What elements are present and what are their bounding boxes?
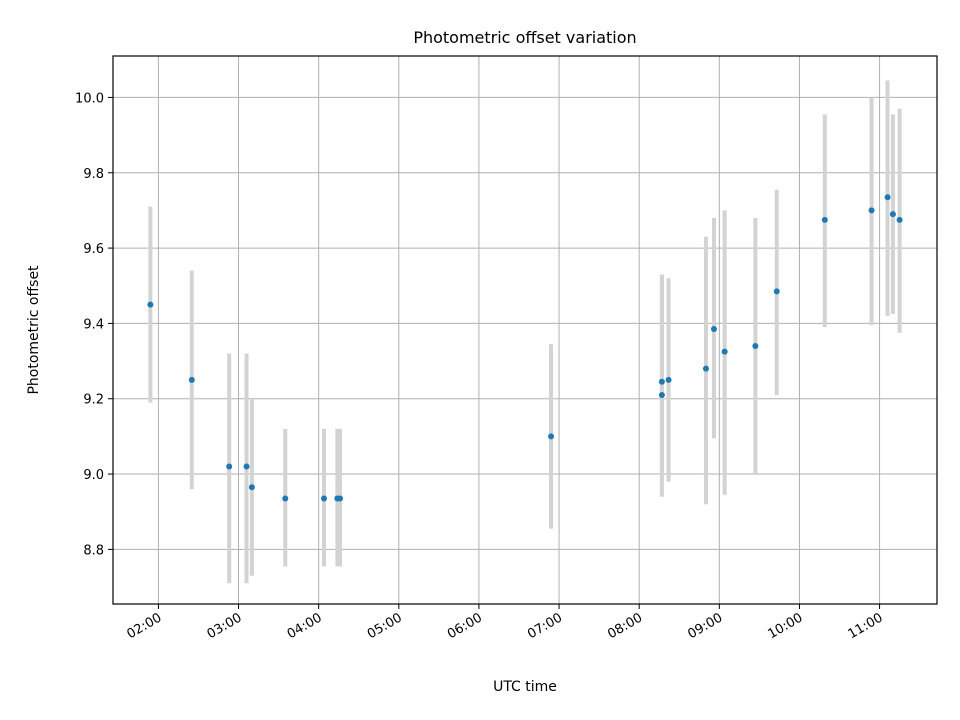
data-point	[665, 376, 672, 383]
data-point	[658, 378, 665, 385]
grid	[113, 56, 937, 604]
data-point	[282, 495, 289, 502]
data-point	[884, 194, 891, 201]
data-points	[147, 194, 903, 502]
data-point	[752, 343, 759, 350]
x-tick-label: 09:00	[685, 610, 725, 642]
data-point	[188, 376, 195, 383]
data-point	[226, 463, 233, 470]
data-point	[321, 495, 328, 502]
data-point	[896, 216, 903, 223]
data-point	[243, 463, 250, 470]
y-tick-label: 9.4	[83, 317, 104, 332]
data-point	[147, 301, 154, 308]
x-tick-label: 08:00	[605, 610, 645, 642]
data-point	[548, 433, 555, 440]
x-tick-label: 02:00	[124, 610, 164, 642]
data-point	[821, 216, 828, 223]
chart-title: Photometric offset variation	[413, 28, 636, 47]
y-axis-ticks: 8.8 9.0 9.2 9.4 9.6 9.8 10.0	[75, 91, 113, 558]
data-point	[658, 391, 665, 398]
data-point	[868, 207, 875, 214]
x-tick-label: 10:00	[765, 610, 805, 642]
x-axis-ticks: 02:00 03:00 04:00 05:00 06:00 07:00 08:00 09:00…	[124, 604, 886, 642]
x-axis-label: UTC time	[493, 679, 557, 695]
x-tick-label: 07:00	[525, 610, 565, 642]
plot-frame	[112, 55, 938, 605]
y-tick-label: 9.0	[83, 468, 104, 483]
x-tick-label: 03:00	[205, 610, 245, 642]
y-tick-label: 10.0	[75, 91, 104, 106]
y-axis-label: Photometric offset	[26, 265, 42, 395]
data-point	[337, 495, 344, 502]
error-bars	[148, 80, 902, 584]
y-tick-label: 9.8	[83, 167, 104, 182]
x-tick-label: 11:00	[846, 610, 886, 642]
data-point	[248, 484, 255, 491]
data-point	[710, 326, 717, 333]
data-point	[721, 348, 728, 355]
x-tick-label: 06:00	[445, 610, 485, 642]
x-tick-label: 04:00	[285, 610, 325, 642]
x-tick-label: 05:00	[365, 610, 405, 642]
y-tick-label: 9.6	[83, 242, 104, 257]
data-point	[773, 288, 780, 295]
y-tick-label: 8.8	[83, 543, 104, 558]
data-point	[889, 211, 896, 218]
y-tick-label: 9.2	[83, 393, 104, 408]
data-point	[702, 365, 709, 372]
